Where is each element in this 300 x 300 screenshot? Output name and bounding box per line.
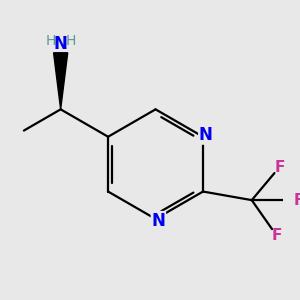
Text: F: F — [271, 228, 282, 243]
Text: H: H — [46, 34, 56, 47]
Text: N: N — [199, 126, 213, 144]
Text: F: F — [293, 193, 300, 208]
Text: N: N — [152, 212, 165, 230]
Text: N: N — [54, 35, 68, 53]
Text: F: F — [274, 160, 285, 175]
Text: H: H — [65, 34, 76, 47]
Polygon shape — [54, 53, 68, 109]
